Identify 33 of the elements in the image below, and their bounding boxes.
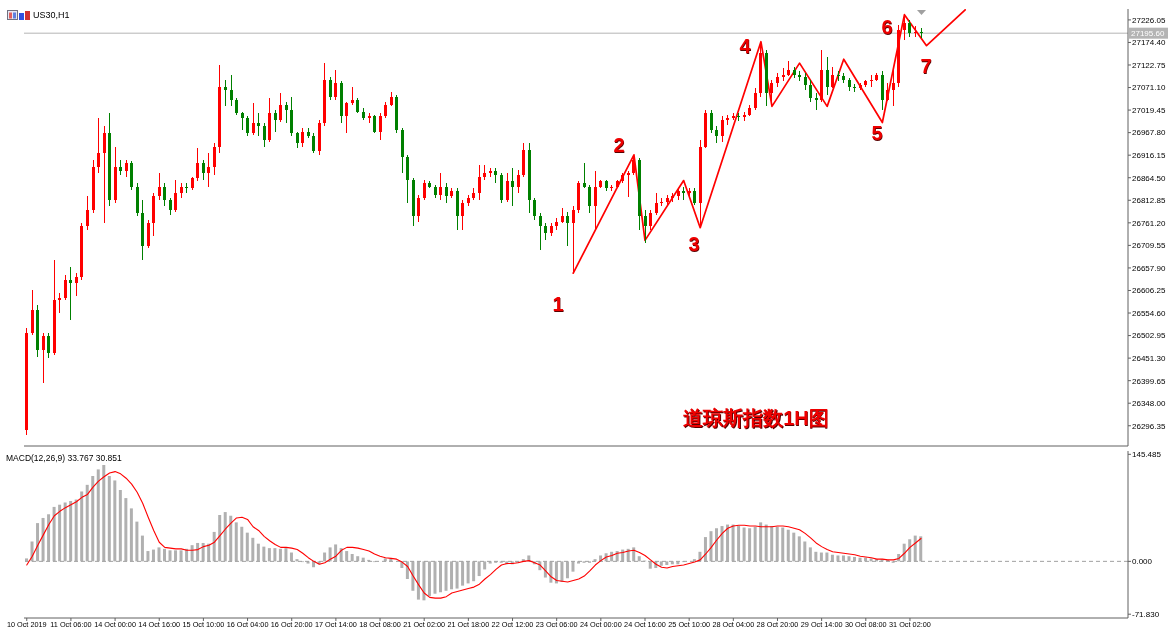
annotation: 5 [871, 122, 883, 144]
y-tick-label: 27174.40 [1132, 38, 1166, 48]
annotation: 7 [920, 55, 932, 77]
y-tick-label: 26812.85 [1132, 196, 1166, 206]
ref-line-label: 27195.60 [1131, 29, 1165, 39]
y-tick-label: 26348.00 [1132, 399, 1166, 409]
y-tick-label: 26709.55 [1132, 241, 1166, 251]
chart-title: US30,H1 [33, 10, 70, 20]
y-tick-label: 26864.50 [1132, 173, 1166, 183]
annotation: 6 [881, 16, 893, 38]
y-tick-label: 0.000 [1132, 557, 1153, 567]
y-tick-label: 26606.25 [1132, 286, 1166, 296]
y-tick-label: 27226.05 [1132, 15, 1166, 25]
y-tick-label: 26399.65 [1132, 376, 1166, 386]
annotation: 3 [688, 233, 700, 255]
annotation: 1 [552, 293, 564, 315]
y-tick-label: 26296.35 [1132, 421, 1166, 431]
y-tick-label: 26657.90 [1132, 263, 1166, 273]
y-tick-label: 26967.80 [1132, 128, 1166, 138]
annotation: 4 [739, 35, 751, 57]
y-tick-label: 27019.45 [1132, 105, 1166, 115]
y-tick-label: 26916.15 [1132, 151, 1166, 161]
annotation: 2 [613, 134, 625, 156]
chart-title: MACD(12,26,9) 33.767 30.851 [6, 453, 122, 463]
y-tick-label: 26451.30 [1132, 353, 1166, 363]
y-tick-label: 26502.95 [1132, 331, 1166, 341]
y-tick-label: -71.830 [1132, 610, 1160, 620]
y-tick-label: 27122.75 [1132, 60, 1166, 70]
y-tick-label: 26761.20 [1132, 218, 1166, 228]
y-tick-label: 145.485 [1132, 450, 1162, 460]
y-tick-label: 27071.10 [1132, 83, 1166, 93]
annotation: 道琼斯指数1H图 [683, 407, 829, 429]
y-tick-label: 26554.60 [1132, 308, 1166, 318]
